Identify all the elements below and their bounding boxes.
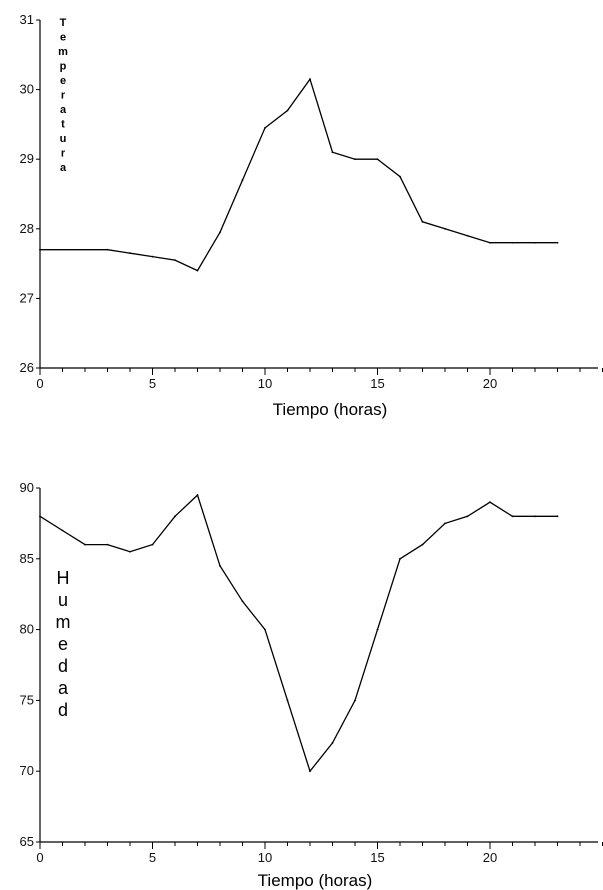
- humidity-data-point: [466, 515, 469, 518]
- humidity-data-point: [421, 543, 424, 546]
- humidity-y-tick-label: 90: [20, 480, 34, 495]
- humidity-series-line: [39, 493, 558, 773]
- temperature-data-point: [331, 151, 334, 154]
- temperature-x-axis-title: Tiempo (horas): [273, 400, 388, 419]
- humidity-data-point: [39, 515, 41, 518]
- humidity-data-point: [286, 699, 289, 702]
- temperature-y-tick-label: 26: [20, 360, 34, 375]
- temperature-series-line: [40, 77, 558, 272]
- temperature-x-tick-label: 15: [370, 376, 384, 391]
- humidity-y-title-letter: u: [58, 590, 68, 610]
- temperature-data-point: [241, 179, 244, 181]
- temperature-y-tick-label: 31: [20, 12, 34, 27]
- temperature-data-point: [466, 234, 469, 237]
- temperature-y-title-letter: e: [60, 32, 66, 44]
- humidity-data-point: [444, 522, 446, 525]
- temperature-y-tick-label: 27: [20, 290, 34, 305]
- humidity-data-point: [309, 770, 311, 773]
- temperature-data-point: [489, 241, 491, 244]
- humidity-y-title-letter: m: [56, 612, 71, 632]
- humidity-y-tick-label: 70: [20, 763, 34, 778]
- humidity-x-axis-title: Tiempo (horas): [258, 871, 373, 890]
- temperature-y-title-letter: T: [60, 17, 67, 29]
- humidity-data-point: [511, 515, 514, 518]
- humidity-x-tick-label: 5: [149, 850, 156, 865]
- temperature-y-title-letter: a: [60, 162, 67, 174]
- humidity-data-point: [399, 557, 401, 560]
- humidity-y-title-letter: e: [58, 634, 68, 654]
- temperature-y-tick-label: 29: [20, 151, 34, 166]
- temperature-data-point: [556, 241, 559, 244]
- humidity-data-point: [61, 529, 64, 532]
- humidity-data-point: [219, 564, 221, 567]
- humidity-y-tick-label: 80: [20, 622, 34, 637]
- humidity-y-tick-label: 75: [20, 692, 34, 707]
- humidity-data-point: [174, 515, 176, 518]
- temperature-data-point: [444, 227, 446, 230]
- temperature-data-point: [174, 259, 176, 262]
- temperature-x-tick-label: 20: [483, 376, 497, 391]
- temperature-y-title-letter: t: [61, 119, 65, 131]
- temperature-y-title-letter: e: [60, 75, 66, 87]
- temperature-y-title-letter: a: [60, 104, 67, 116]
- temperature-y-title-letter: m: [58, 46, 68, 58]
- humidity-data-point: [196, 494, 199, 496]
- humidity-data-point: [241, 600, 244, 603]
- temperature-x-tick-label: 10: [258, 376, 272, 391]
- humidity-data-point: [151, 543, 154, 546]
- temperature-y-title-letter: p: [60, 61, 67, 73]
- humidity-data-point: [264, 628, 266, 631]
- temperature-data-point: [421, 220, 424, 223]
- temperature-data-point: [286, 109, 289, 112]
- humidity-x-tick-label: 15: [370, 850, 384, 865]
- humidity-data-point: [556, 515, 559, 518]
- humidity-y-title-letter: d: [58, 700, 68, 720]
- temperature-y-tick-label: 28: [20, 221, 34, 236]
- temperature-data-point: [376, 158, 379, 161]
- humidity-data-point: [534, 515, 536, 518]
- temperature-data-point: [219, 231, 221, 234]
- humidity-data-point: [331, 741, 334, 744]
- humidity-y-title-letter: a: [58, 678, 69, 698]
- temperature-x-tick-label: 5: [149, 376, 156, 391]
- humidity-data-point: [354, 699, 356, 702]
- humidity-data-point: [84, 543, 86, 546]
- temperature-data-point: [399, 175, 401, 178]
- temperature-data-point: [196, 269, 199, 272]
- temperature-data-point: [264, 126, 266, 129]
- humidity-data-point: [129, 550, 131, 553]
- temperature-data-point: [511, 241, 514, 244]
- temperature-y-title-letter: r: [61, 90, 66, 102]
- humidity-y-tick-label: 65: [20, 834, 34, 849]
- temperature-data-point: [309, 78, 311, 81]
- humidity-y-tick-label: 85: [20, 551, 34, 566]
- temperature-data-point: [39, 248, 41, 251]
- humidity-data-point: [106, 543, 109, 546]
- humidity-x-tick-label: 10: [258, 850, 272, 865]
- temperature-data-point: [534, 241, 536, 244]
- humidity-x-tick-label: 20: [483, 850, 497, 865]
- temperature-data-point: [129, 252, 131, 255]
- temperature-y-title-letter: u: [60, 133, 67, 145]
- humidity-data-point: [376, 628, 379, 631]
- temperature-x-tick-label: 0: [36, 376, 43, 391]
- temperature-data-point: [354, 158, 356, 161]
- humidity-y-title-letter: H: [57, 568, 70, 588]
- humidity-y-title-letter: d: [58, 656, 68, 676]
- temperature-y-title-letter: r: [61, 148, 66, 160]
- humidity-x-tick-label: 0: [36, 850, 43, 865]
- temperature-data-point: [151, 255, 154, 258]
- humidity-data-point: [489, 501, 491, 504]
- temperature-data-point: [106, 248, 109, 251]
- temperature-y-tick-label: 30: [20, 82, 34, 97]
